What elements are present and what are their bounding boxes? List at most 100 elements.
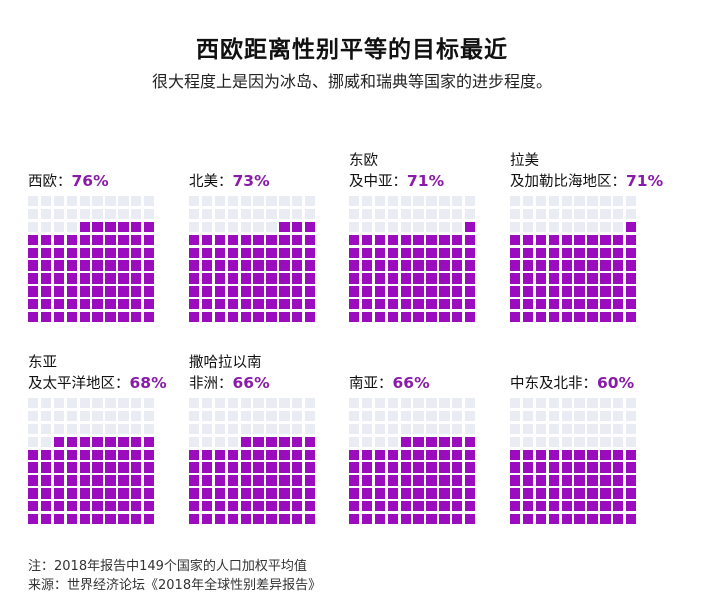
waffle-cell-filled [510, 273, 521, 284]
waffle-cell-filled [118, 462, 129, 473]
waffle-cell-filled [465, 436, 476, 447]
waffle-cell-filled [253, 260, 264, 271]
waffle-cell-filled [600, 286, 611, 297]
waffle-cell-filled [131, 514, 142, 525]
waffle-grid [349, 398, 509, 525]
waffle-cell-empty [349, 423, 360, 435]
waffle-cell-filled [131, 501, 142, 512]
waffle-cell-empty [613, 410, 624, 422]
waffle-cell-filled [587, 273, 598, 284]
waffle-cell-empty [214, 196, 226, 207]
waffle-cell-filled [240, 514, 251, 525]
waffle-cell-filled [305, 221, 316, 233]
waffle-cell-filled [613, 247, 624, 258]
waffle-cell-filled [626, 260, 637, 271]
waffle-cell-filled [189, 299, 200, 310]
waffle-cell-filled [413, 299, 424, 310]
waffle-cell-filled [240, 449, 251, 460]
waffle-cell-filled [361, 475, 373, 486]
waffle-cell-empty [387, 208, 398, 220]
waffle-cell-filled [214, 273, 226, 284]
waffle-cell-filled [227, 312, 238, 323]
waffle-cell-filled [53, 312, 65, 323]
waffle-cell-empty [387, 398, 398, 409]
waffle-cell-filled [28, 312, 39, 323]
source-text: 来源：世界经济论坛《2018年全球性别差异报告》 [28, 578, 322, 593]
waffle-cell-filled [452, 501, 463, 512]
waffle-cell-filled [79, 488, 90, 499]
waffle-cell-filled [305, 514, 316, 525]
waffle-cell-filled [189, 260, 200, 271]
waffle-cell-filled [600, 299, 611, 310]
waffle-cell-filled [189, 273, 200, 284]
waffle-cell-filled [600, 462, 611, 473]
waffle-cell-filled [426, 312, 437, 323]
waffle-cell-empty [535, 423, 547, 435]
waffle-cell-empty [574, 423, 585, 435]
waffle-cell-empty [426, 398, 437, 409]
waffle-cell-empty [452, 398, 463, 409]
percent-label: 76% [71, 172, 109, 190]
waffle-cell-filled [587, 234, 598, 245]
waffle-cell-filled [266, 286, 277, 297]
waffle-cell-filled [561, 260, 572, 271]
waffle-cell-empty [189, 196, 200, 207]
waffle-cell-filled [279, 247, 290, 258]
waffle-cell-empty [439, 410, 450, 422]
waffle-cell-empty [439, 208, 450, 220]
waffle-cell-filled [118, 436, 129, 447]
waffle-cell-empty [548, 208, 559, 220]
waffle-cell-filled [522, 475, 534, 486]
waffle-cell-empty [118, 410, 129, 422]
waffle-cell-empty [510, 221, 521, 233]
region-name-line2: 及太平洋地区：68% [28, 373, 167, 394]
waffle-cell-filled [387, 312, 398, 323]
waffle-cell-filled [374, 488, 386, 499]
waffle-cell-filled [240, 299, 251, 310]
waffle-cell-filled [522, 286, 534, 297]
waffle-cell-filled [144, 462, 155, 473]
waffle-cell-filled [426, 260, 437, 271]
waffle-cell-filled [279, 449, 290, 460]
percent-label: 60% [597, 374, 635, 392]
waffle-cell-empty [600, 423, 611, 435]
waffle-cell-filled [227, 475, 238, 486]
waffle-cell-filled [561, 501, 572, 512]
waffle-cell-filled [600, 234, 611, 245]
waffle-cell-filled [53, 247, 65, 258]
waffle-cell-empty [266, 196, 277, 207]
waffle-cell-filled [118, 286, 129, 297]
waffle-cell-filled [349, 273, 360, 284]
waffle-cell-filled [400, 286, 411, 297]
waffle-cell-filled [66, 273, 77, 284]
waffle-cell-empty [522, 196, 534, 207]
waffle-cell-filled [189, 501, 200, 512]
waffle-cell-filled [613, 273, 624, 284]
waffle-cell-filled [227, 462, 238, 473]
waffle-cell-empty [400, 196, 411, 207]
waffle-cell-empty [510, 398, 521, 409]
waffle-cell-filled [361, 514, 373, 525]
waffle-cell-filled [253, 273, 264, 284]
waffle-cell-filled [201, 449, 213, 460]
waffle-cell-empty [253, 221, 264, 233]
waffle-cell-filled [535, 449, 547, 460]
waffle-cell-filled [626, 299, 637, 310]
waffle-cell-filled [253, 462, 264, 473]
waffle-cell-empty [266, 208, 277, 220]
waffle-cell-empty [131, 410, 142, 422]
waffle-cell-filled [465, 514, 476, 525]
waffle-cell-filled [561, 286, 572, 297]
waffle-cell-filled [79, 436, 90, 447]
waffle-cell-filled [131, 436, 142, 447]
waffle-cell-filled [214, 488, 226, 499]
waffle-cell-filled [465, 260, 476, 271]
waffle-cell-filled [626, 514, 637, 525]
waffle-cell-filled [510, 514, 521, 525]
waffle-cell-filled [374, 449, 386, 460]
waffle-cell-empty [387, 221, 398, 233]
waffle-cell-filled [28, 475, 39, 486]
waffle-cell-empty [426, 208, 437, 220]
waffle-cell-filled [452, 514, 463, 525]
waffle-cell-filled [131, 273, 142, 284]
